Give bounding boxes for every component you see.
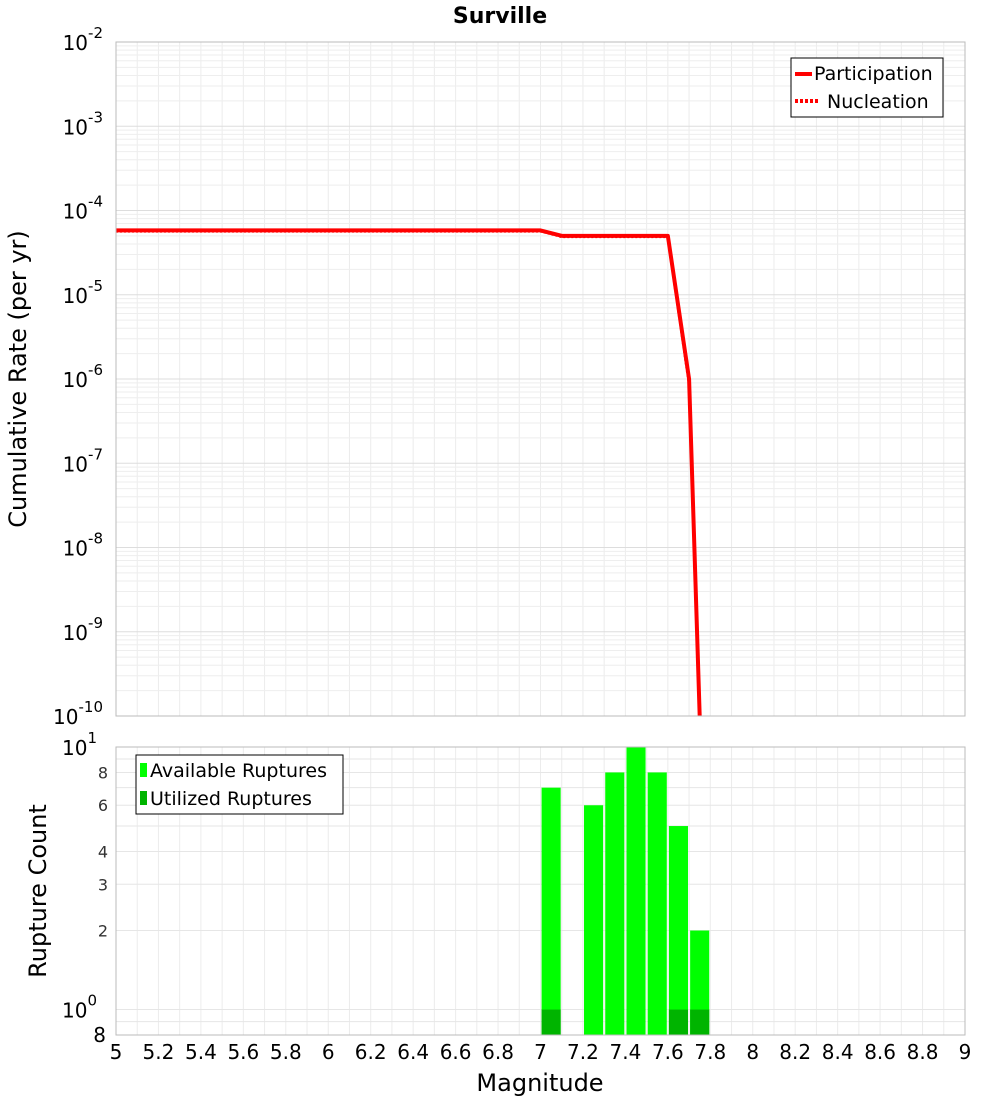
rate-y-tick-label: 10-7: [63, 445, 103, 476]
x-tick-label: 8: [746, 1040, 759, 1064]
count-y-minor-tick-label: 8: [93, 1023, 106, 1047]
rate-plot-series: [116, 228, 702, 717]
count-y-minor-tick-label: 6: [98, 796, 108, 815]
count-plot-bars: [541, 747, 710, 1035]
count-legend-box: [135, 754, 344, 815]
utilized-rupture-bar: [668, 1009, 689, 1035]
chart-title: Surville: [453, 4, 547, 29]
x-tick-label: 7.2: [567, 1040, 599, 1064]
available-rupture-bar: [584, 805, 604, 1035]
x-tick-label: 9: [959, 1040, 972, 1064]
rate-y-tick-label: 10-2: [63, 24, 103, 55]
x-tick-label: 6: [322, 1040, 335, 1064]
available-rupture-bar: [647, 772, 667, 1035]
x-tick-label: 6.2: [355, 1040, 387, 1064]
x-tick-label: 8.4: [822, 1040, 854, 1064]
x-tick-label: 7: [534, 1040, 547, 1064]
count-y-minor-tick-label: 8: [98, 763, 108, 782]
x-tick-label: 6.6: [440, 1040, 472, 1064]
rate-legend-box: [790, 57, 944, 118]
x-tick-label: 8.8: [907, 1040, 939, 1064]
x-tick-label: 7.4: [609, 1040, 641, 1064]
rate-y-tick-label: 10-5: [63, 277, 103, 308]
rate-plot-frame: [115, 41, 966, 717]
count-y-minor-tick-label: 3: [98, 875, 108, 894]
utilized-rupture-bar: [541, 1009, 561, 1035]
available-rupture-bar: [668, 826, 689, 1035]
x-tick-label: 5.6: [227, 1040, 259, 1064]
rate-plot: 10-10 10-9 10-8 10-7 10-6 10-5 10-4 10-3 10-2 Cu…: [4, 24, 966, 729]
x-tick-label: 7.8: [694, 1040, 726, 1064]
x-tick-label: 8.6: [864, 1040, 896, 1064]
legend-nucleation-label: Nucleation: [827, 91, 929, 113]
nucleation-line: [116, 229, 702, 717]
rate-plot-legend: Participation Nucleation: [790, 57, 944, 118]
legend-participation-label: Participation: [814, 63, 933, 85]
available-rupture-bar: [626, 747, 646, 1035]
rate-plot-grid: [115, 42, 966, 717]
utilized-rupture-bar: [690, 1009, 710, 1035]
count-y-major-tick-label: 101: [62, 729, 97, 760]
count-plot-y-label: Rupture Count: [24, 804, 52, 978]
rate-y-tick-label: 10-8: [63, 530, 103, 561]
available-rupture-bar: [690, 930, 710, 1035]
rate-y-tick-label: 10-4: [63, 193, 103, 224]
count-y-major-tick-label: 100: [62, 992, 97, 1023]
count-plot-frame: [115, 746, 966, 1036]
x-tick-label: 5.4: [185, 1040, 217, 1064]
count-plot-legend: Available Ruptures Utilized Ruptures: [135, 754, 344, 815]
x-tick-label: 6.8: [482, 1040, 514, 1064]
available-rupture-bar: [605, 772, 625, 1035]
legend-utilized-label: Utilized Ruptures: [150, 788, 312, 810]
x-tick-label: 5.2: [143, 1040, 175, 1064]
legend-utilized-swatch: [140, 791, 147, 805]
legend-available-label: Available Ruptures: [150, 760, 327, 782]
x-tick-label: 5.8: [270, 1040, 302, 1064]
rate-plot-y-label: Cumulative Rate (per yr): [4, 230, 32, 528]
rate-y-tick-label: 10-3: [63, 108, 103, 139]
count-y-minor-tick-label: 4: [98, 842, 108, 861]
x-tick-label: 6.4: [397, 1040, 429, 1064]
x-tick-label: 8.2: [779, 1040, 811, 1064]
available-rupture-bar: [541, 787, 561, 1035]
rate-y-tick-label: 10-10: [53, 698, 103, 729]
rate-y-tick-label: 10-9: [63, 614, 103, 645]
legend-available-swatch: [140, 763, 147, 777]
count-y-minor-tick-label: 2: [98, 922, 108, 941]
x-tick-label: 5: [110, 1040, 123, 1064]
count-plot-x-ticks: 5 5.2 5.4 5.6 5.8 6 6.2 6.4 6.6 6.8 7 7.2 7.4 7.6 7.8 8…: [110, 1040, 972, 1064]
rate-plot-y-ticks: 10-10 10-9 10-8 10-7 10-6 10-5 10-4 10-3 10-2: [53, 24, 103, 729]
x-axis-label: Magnitude: [476, 1069, 603, 1097]
rate-y-tick-label: 10-6: [63, 361, 103, 392]
x-tick-label: 7.6: [652, 1040, 684, 1064]
